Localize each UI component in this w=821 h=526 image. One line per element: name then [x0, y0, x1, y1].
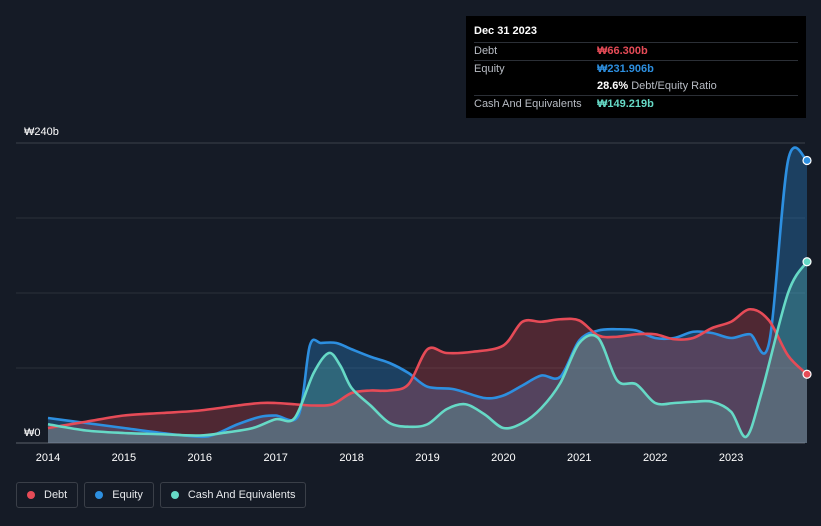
x-tick-label: 2019 [415, 452, 439, 464]
cash-line [47, 261, 809, 439]
x-tick-label: 2014 [36, 452, 60, 464]
debt-area [48, 309, 807, 443]
x-tick-label: 2021 [567, 452, 591, 464]
tooltip-label [474, 78, 597, 95]
tooltip-ratio-value: 28.6% [597, 80, 629, 92]
legend-label: Equity [112, 489, 143, 501]
debt-dot-icon [27, 491, 35, 499]
y-axis-labels: ₩240b ₩0 [24, 126, 59, 439]
x-tick-label: 2017 [263, 452, 287, 464]
series-lines [47, 146, 809, 439]
legend-label: Debt [44, 489, 68, 501]
equity-area [48, 147, 807, 443]
cash-end-marker [802, 257, 812, 267]
legend-item-equity[interactable]: Equity [84, 482, 154, 508]
tooltip-cash-value: ₩149.219b [597, 98, 654, 110]
tooltip-equity-value: ₩231.906b [597, 63, 654, 75]
equity-dot-icon [95, 491, 104, 499]
x-tick-label: 2016 [188, 452, 212, 464]
cash-area [48, 261, 807, 443]
x-tick-label: 2015 [112, 452, 136, 464]
tooltip-row-cash: Cash And Equivalents ₩149.219b [474, 95, 798, 113]
tooltip-ratio-label: Debt/Equity Ratio [631, 80, 717, 92]
gridlines [16, 142, 805, 444]
y-tick-label: ₩240b [24, 126, 59, 138]
x-axis-labels: 2014 2015 2016 2017 2018 2019 2020 2021 2022 2023 [36, 452, 744, 464]
tooltip-label: Debt [474, 45, 498, 57]
x-tick-label: 2018 [339, 452, 363, 464]
x-tick-label: 2020 [491, 452, 515, 464]
x-tick-label: 2022 [643, 452, 667, 464]
tooltip-label: Equity [474, 63, 505, 75]
equity-end-marker [802, 155, 812, 166]
legend: Debt Equity Cash And Equivalents [16, 482, 307, 508]
tooltip-row-ratio: 28.6% Debt/Equity Ratio [474, 78, 798, 95]
tooltip-date: Dec 31 2023 [474, 25, 537, 37]
debt-end-marker [802, 369, 812, 379]
tooltip-row-equity: Equity ₩231.906b [474, 60, 798, 78]
debt-line [47, 307, 808, 430]
legend-item-cash[interactable]: Cash And Equivalents [159, 482, 307, 508]
x-tick-label: 2023 [719, 452, 743, 464]
tooltip-label: Cash And Equivalents [474, 98, 582, 110]
legend-item-debt[interactable]: Debt [16, 482, 79, 508]
cash-dot-icon [170, 491, 179, 499]
tooltip-row-debt: Debt ₩66.300b [474, 42, 798, 60]
series-areas [48, 147, 807, 443]
tooltip-debt-value: ₩66.300b [597, 45, 648, 57]
tooltip-panel: Dec 31 2023 Debt ₩66.300b Equity ₩231.90… [466, 16, 806, 118]
y-tick-label: ₩0 [24, 427, 41, 439]
end-markers [802, 155, 812, 379]
legend-label: Cash And Equivalents [187, 489, 296, 501]
